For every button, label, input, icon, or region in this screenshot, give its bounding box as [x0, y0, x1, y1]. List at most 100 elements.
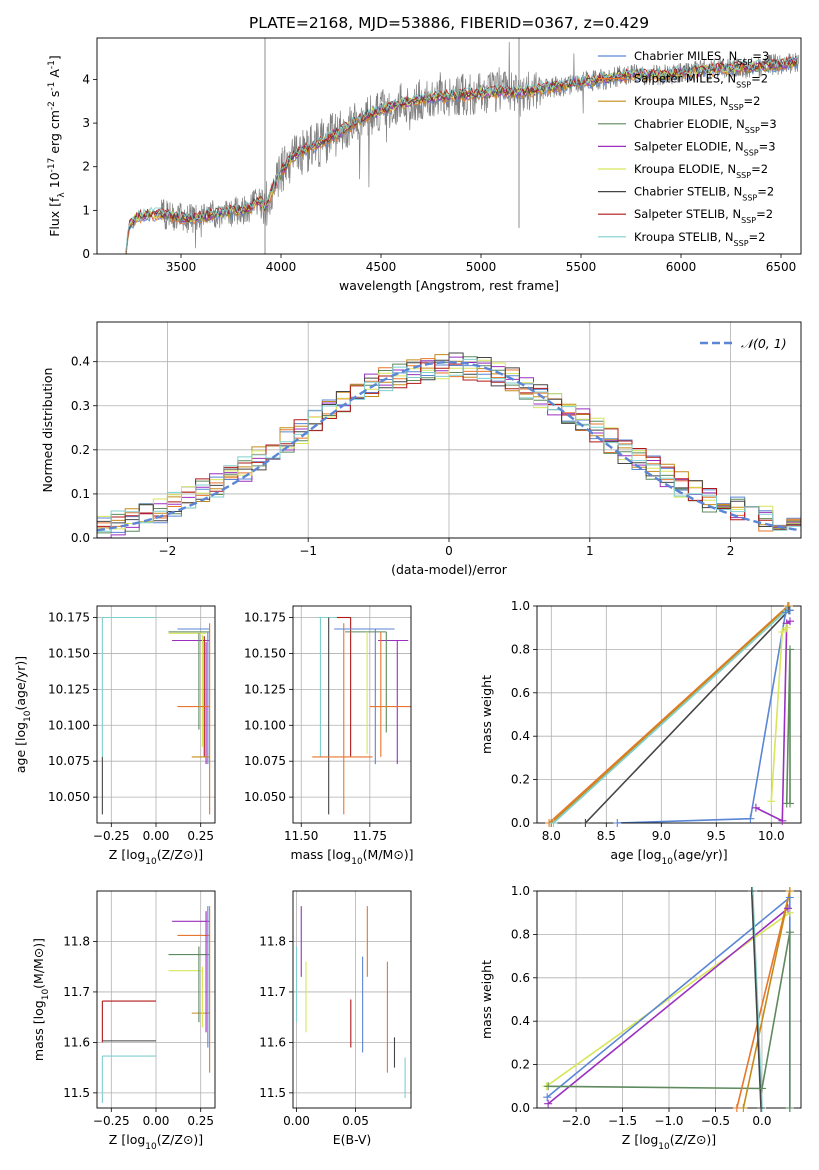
mass-weight-point	[747, 887, 756, 895]
legend-label: Chabrier MILES, NSSP=3	[634, 49, 769, 67]
mass-weight-point	[781, 608, 790, 617]
y-tick-label-mw_vs_Z: 0.4	[511, 1014, 530, 1028]
axes-mass_vs_EBV: 0.00 0.05 11.5 11.6 11.7 11.8 E(B-V)	[259, 890, 412, 1147]
mass-weight-point	[757, 1084, 766, 1093]
y-tick-label-mass_vs_EBV: 11.7	[259, 985, 286, 999]
mass-weight-point	[778, 628, 787, 637]
y-tick-label-spectrum: 1	[82, 203, 90, 217]
frame-spectrum	[96, 37, 802, 255]
x-axis-label-age_vs_mass-part: (M/M⊙)]	[363, 847, 414, 862]
y-tick-label-mass_vs_Z: 11.6	[63, 1035, 90, 1049]
y-axis-label-spectrum-part: s	[47, 91, 62, 102]
legend-label-part: SSP	[736, 80, 751, 89]
mass-weight-line	[548, 606, 789, 823]
mass-weight-line	[742, 891, 791, 1108]
y-axis-label-mass_vs_Z-part: log	[31, 1000, 46, 1019]
y-tick-label-mw_vs_Z: 1.0	[511, 884, 530, 898]
y-tick-label-age_vs_Z: 10.050	[48, 790, 90, 804]
legend-label-part: Chabrier STELIB, N	[634, 185, 742, 199]
x-tick-label-spectrum: 6000	[666, 260, 697, 274]
frame-mw_vs_age	[536, 605, 802, 824]
y-tick-label-age_vs_mass: 10.075	[244, 754, 286, 768]
x-axis-label-mw_vs_Z-part: log	[639, 1132, 658, 1147]
x-axis-label-mass_vs_Z-part: log	[126, 1132, 145, 1147]
x-tick-label-spectrum: 4000	[266, 260, 297, 274]
y-tick-label-age_vs_Z: 10.150	[48, 646, 90, 660]
x-axis-label-mass_vs_Z-part: Z [	[109, 1132, 126, 1147]
mass-weight-point	[739, 1104, 748, 1112]
frame-mass_vs_Z	[96, 890, 216, 1109]
x-tick-label-spectrum: 3500	[166, 260, 197, 274]
y-tick-label-mass_vs_Z: 11.7	[63, 985, 90, 999]
legend-label: Chabrier ELODIE, NSSP=3	[634, 117, 777, 135]
mass-weight-line	[617, 609, 791, 823]
x-tick-label-mw_vs_age: 8.5	[597, 829, 616, 843]
plot-area-mw_vs_Z	[545, 891, 791, 1108]
legend-label-part: =2	[756, 207, 773, 221]
spectrum-model-line	[125, 57, 798, 254]
legend-label-part: Kroupa ELODIE, N	[634, 162, 736, 176]
legend-label-part: Salpeter STELIB, N	[634, 207, 741, 221]
x-tick-label-age_vs_Z: 0.00	[143, 829, 170, 843]
axes-mw_vs_Z: −2.0 −1.5 −1.0 −0.5 0.0 0.0 0.2 0.4 0.6 0.8 1.0 Z […	[479, 884, 802, 1152]
y-axis-label-spectrum-part: -1	[47, 60, 57, 69]
frame-age_vs_Z	[96, 605, 216, 824]
y-tick-label-mw_vs_age: 0.6	[511, 686, 530, 700]
mass-weight-line	[750, 891, 762, 1108]
y-tick-label-residuals: 0.1	[71, 487, 90, 501]
mass-weight-point	[544, 1099, 553, 1108]
x-tick-label-residuals: −2	[159, 544, 177, 558]
mass-weight-point	[757, 1104, 766, 1112]
x-axis-label-mass_vs_Z: Z [log10(Z/Z⊙)]	[109, 1132, 203, 1152]
x-tick-label-spectrum: 6500	[766, 260, 797, 274]
plot-area-mass_vs_EBV	[295, 906, 406, 1098]
x-tick-label-age_vs_mass: 11.50	[284, 829, 318, 843]
x-axis-label-age_vs_Z: Z [log10(Z/Z⊙)]	[109, 847, 203, 867]
x-tick-label-mw_vs_age: 9.0	[652, 829, 671, 843]
legend-label-part: =2	[757, 185, 774, 199]
x-axis-label-mw_vs_age-part: age [	[610, 847, 642, 862]
spectrum-model-line	[125, 55, 798, 252]
y-tick-label-mw_vs_Z: 0.0	[511, 1101, 530, 1115]
mass-weight-point	[785, 887, 794, 895]
y-axis-label-spectrum-part: -17	[47, 158, 57, 173]
mass-weight-point	[785, 908, 794, 917]
mass-weight-point	[543, 1093, 552, 1102]
axes-age_vs_Z: −0.25 0.00 0.25 10.050 10.075 10.100 10.125 10.…	[13, 605, 216, 867]
x-tick-label-mw_vs_Z: −0.5	[701, 1114, 730, 1128]
mass-weight-point	[751, 803, 760, 812]
legend-label-part: Salpeter ELODIE, N	[634, 139, 744, 153]
x-tick-label-mass_vs_EBV: 0.05	[342, 1114, 369, 1128]
y-tick-label-mw_vs_age: 0.4	[511, 729, 530, 743]
y-axis-label-residuals: Normed distribution	[40, 368, 55, 493]
x-tick-label-mw_vs_Z: −1.0	[654, 1114, 683, 1128]
x-axis-label-residuals: (data-model)/error	[391, 562, 508, 577]
y-tick-label-age_vs_mass: 10.175	[244, 610, 286, 624]
mass-weight-point	[785, 1104, 794, 1112]
y-axis-label-residuals-part: Normed distribution	[40, 368, 55, 493]
x-tick-label-residuals: −1	[299, 544, 317, 558]
frame-mw_vs_Z	[536, 890, 802, 1109]
y-tick-label-age_vs_Z: 10.125	[48, 682, 90, 696]
x-tick-label-residuals: 2	[727, 544, 735, 558]
x-axis-label-mw_vs_Z-part: (Z/Z⊙)]	[670, 1132, 716, 1147]
y-axis-label-age_vs_Z-part: 10	[23, 710, 33, 722]
x-tick-label-mw_vs_Z: −1.5	[608, 1114, 637, 1128]
legend-label: Chabrier STELIB, NSSP=2	[634, 185, 774, 203]
y-tick-label-mass_vs_Z: 11.5	[63, 1086, 90, 1100]
y-tick-label-age_vs_Z: 10.100	[48, 718, 90, 732]
legend-label-part: SSP	[745, 125, 760, 134]
spectrum-model-line	[125, 57, 798, 253]
y-axis-label-mass_vs_Z-part: (M/M⊙)]	[31, 938, 46, 989]
y-axis-label-age_vs_Z-part: log	[13, 722, 28, 741]
mass-weight-line	[755, 620, 791, 823]
y-tick-label-spectrum: 2	[82, 160, 90, 174]
y-axis-label-spectrum-part: -1	[47, 82, 57, 91]
x-axis-label-age_vs_Z-part: log	[126, 847, 145, 862]
legend-label-part: =3	[752, 49, 769, 63]
y-axis-label-spectrum-part: A	[47, 69, 62, 82]
y-axis-label-mass_vs_Z-part: mass [	[31, 1019, 46, 1061]
spectrum-model-line	[125, 60, 798, 254]
